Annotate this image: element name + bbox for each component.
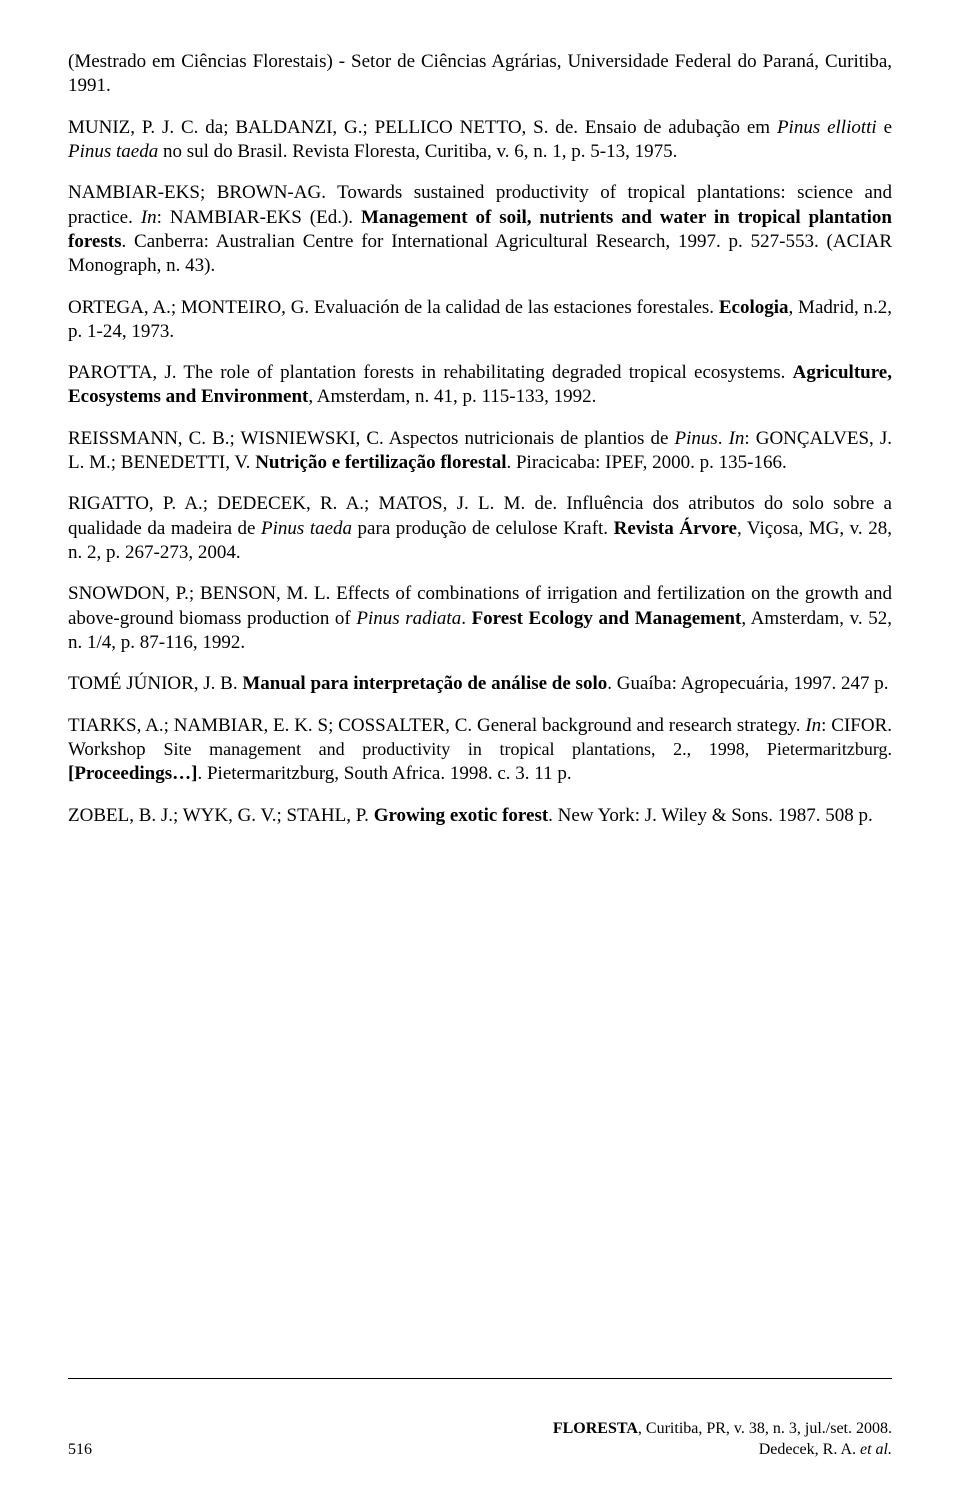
ref-text: . Guaíba: Agropecuária, 1997. 247 p. <box>607 673 888 694</box>
reference-item: RIGATTO, P. A.; DEDECEK, R. A.; MATOS, J… <box>68 492 892 565</box>
ref-text: Site management and productivity in trop… <box>164 739 893 759</box>
ref-text: . <box>461 608 471 629</box>
ref-text: TOMÉ JÚNIOR, J. B. <box>68 673 242 694</box>
reference-item: REISSMANN, C. B.; WISNIEWSKI, C. Aspecto… <box>68 427 892 476</box>
ref-text: . Pietermaritzburg, South Africa. 1998. … <box>197 763 571 784</box>
footer-authors: Dedecek, R. A. <box>759 1441 860 1458</box>
ref-italic: Pinus taeda <box>261 518 352 539</box>
footer-citation: FLORESTA, Curitiba, PR, v. 38, n. 3, jul… <box>553 1419 892 1460</box>
ref-bold: Revista Árvore <box>614 518 737 539</box>
reference-item: TIARKS, A.; NAMBIAR, E. K. S; COSSALTER,… <box>68 714 892 787</box>
ref-text: (Mestrado em Ciências Florestais) - Seto… <box>68 51 892 96</box>
ref-text: ZOBEL, B. J.; WYK, G. V.; STAHL, P. <box>68 805 374 826</box>
footer-divider <box>68 1378 892 1379</box>
ref-italic: In <box>805 715 821 736</box>
ref-text: PAROTTA, J. The role of plantation fores… <box>68 362 793 383</box>
ref-italic: Pinus elliotti <box>777 117 877 138</box>
ref-text: no sul do Brasil. Revista Floresta, Curi… <box>158 141 677 162</box>
ref-italic: Pinus <box>674 428 717 449</box>
reference-item: SNOWDON, P.; BENSON, M. L. Effects of co… <box>68 582 892 655</box>
ref-text: . <box>718 428 729 449</box>
ref-text: ORTEGA, A.; MONTEIRO, G. Evaluación de l… <box>68 297 719 318</box>
ref-bold: Manual para interpretação de análise de … <box>242 673 607 694</box>
ref-text: e <box>877 117 892 138</box>
ref-text: MUNIZ, P. J. C. da; BALDANZI, G.; PELLIC… <box>68 117 777 138</box>
ref-text: , Amsterdam, n. 41, p. 115-133, 1992. <box>308 386 596 407</box>
reference-item: (Mestrado em Ciências Florestais) - Seto… <box>68 50 892 99</box>
ref-italic: In <box>141 207 157 228</box>
ref-bold: Forest Ecology and Management <box>472 608 742 629</box>
ref-text: . New York: J. Wiley & Sons. 1987. 508 p… <box>548 805 873 826</box>
reference-item: PAROTTA, J. The role of plantation fores… <box>68 361 892 410</box>
page-footer: 516 FLORESTA, Curitiba, PR, v. 38, n. 3,… <box>68 1378 892 1460</box>
reference-item: NAMBIAR-EKS; BROWN-AG. Towards sustained… <box>68 181 892 278</box>
references-section: (Mestrado em Ciências Florestais) - Seto… <box>68 50 892 1378</box>
ref-italic: Pinus radiata <box>356 608 461 629</box>
reference-item: TOMÉ JÚNIOR, J. B. Manual para interpret… <box>68 672 892 696</box>
ref-text: para produção de celulose Kraft. <box>352 518 614 539</box>
ref-text: . Canberra: Australian Centre for Intern… <box>68 231 892 276</box>
ref-italic: In <box>729 428 745 449</box>
footer-etal: et al. <box>860 1441 892 1458</box>
ref-text: REISSMANN, C. B.; WISNIEWSKI, C. Aspecto… <box>68 428 674 449</box>
ref-bold: Growing exotic forest <box>374 805 548 826</box>
reference-item: ZOBEL, B. J.; WYK, G. V.; STAHL, P. Grow… <box>68 804 892 828</box>
ref-bold: [Proceedings…] <box>68 763 197 784</box>
ref-text: : NAMBIAR-EKS (Ed.). <box>157 207 361 228</box>
reference-item: MUNIZ, P. J. C. da; BALDANZI, G.; PELLIC… <box>68 116 892 165</box>
ref-text: . Piracicaba: IPEF, 2000. p. 135-166. <box>506 452 786 473</box>
journal-info: , Curitiba, PR, v. 38, n. 3, jul./set. 2… <box>638 1420 892 1437</box>
ref-italic: Pinus taeda <box>68 141 158 162</box>
reference-item: ORTEGA, A.; MONTEIRO, G. Evaluación de l… <box>68 296 892 345</box>
journal-name: FLORESTA <box>553 1420 638 1437</box>
ref-bold: Nutrição e fertilização florestal <box>255 452 506 473</box>
page-number: 516 <box>68 1440 92 1460</box>
ref-text: TIARKS, A.; NAMBIAR, E. K. S; COSSALTER,… <box>68 715 805 736</box>
ref-bold: Ecologia <box>719 297 789 318</box>
